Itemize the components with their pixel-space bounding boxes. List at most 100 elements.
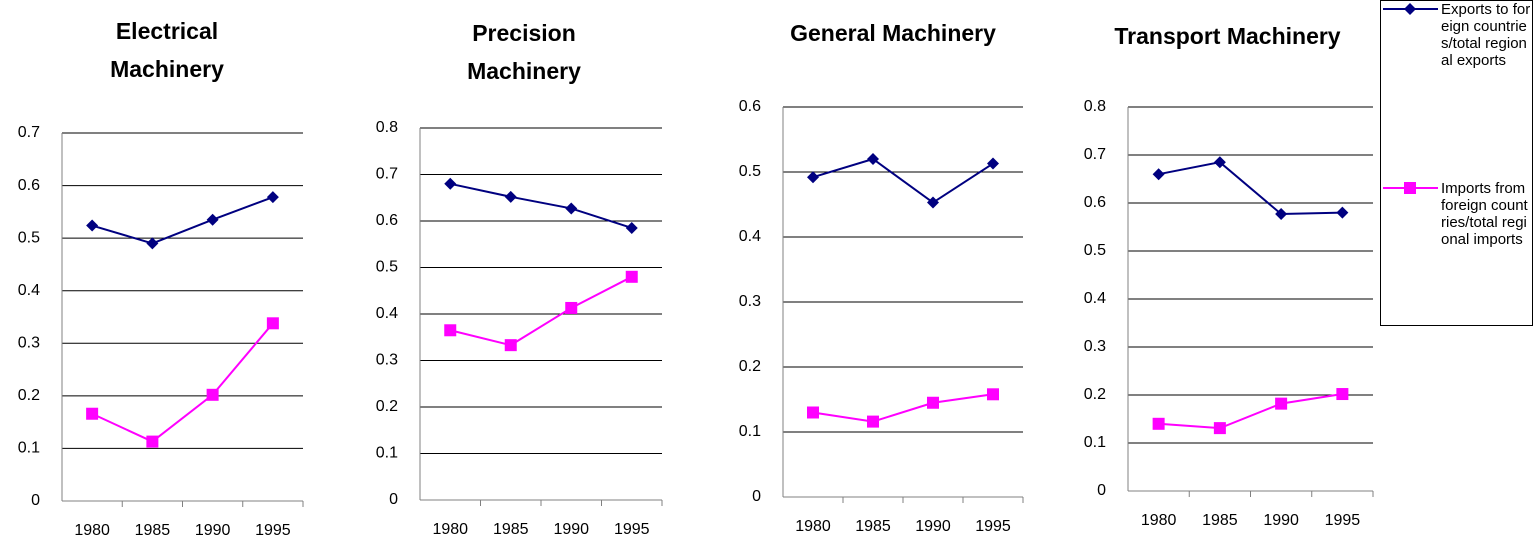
marker (1336, 206, 1349, 219)
marker (1275, 397, 1288, 410)
chart-title: Precision Machinery (467, 20, 581, 84)
y-tick-label: 0.5 (739, 163, 761, 180)
y-tick-label: 0.6 (1084, 194, 1106, 211)
y-tick-label: 0.1 (18, 440, 40, 457)
marker (266, 317, 279, 330)
y-tick-label: 0.3 (739, 293, 761, 310)
series-line (91, 322, 274, 443)
marker (565, 301, 578, 314)
marker (987, 388, 999, 401)
y-tick-label: 0.7 (18, 124, 40, 141)
x-tick-label: 1990 (553, 521, 589, 538)
chart-title: Transport Machinery (1114, 23, 1341, 49)
y-tick-label: 0.3 (18, 335, 40, 352)
x-tick-label: 1990 (195, 522, 231, 539)
marker (1213, 422, 1226, 435)
marker (867, 415, 879, 428)
x-tick-label: 1995 (975, 518, 1011, 535)
marker (625, 270, 638, 283)
marker (807, 171, 819, 184)
marker (1275, 208, 1288, 221)
x-tick-label: 1980 (74, 522, 110, 539)
x-tick-label: 1980 (1141, 512, 1177, 529)
y-tick-label: 0.6 (376, 212, 398, 229)
y-tick-label: 0.1 (1084, 434, 1106, 451)
legend-swatches (1383, 3, 1438, 194)
x-tick-label: 1990 (915, 518, 951, 535)
marker (504, 190, 517, 203)
x-tick-label: 1995 (255, 522, 291, 539)
series-line (1158, 393, 1343, 430)
y-tick-label: 0.4 (1084, 290, 1106, 307)
y-tick-label: 0.1 (739, 423, 761, 440)
series-line (1158, 161, 1343, 216)
marker (444, 177, 457, 190)
y-tick-label: 0.7 (376, 166, 398, 183)
series-line (91, 196, 274, 245)
y-tick-label: 0 (1097, 482, 1106, 499)
series-line (812, 393, 994, 423)
legend-label: Exports to foreign countries/total regio… (1441, 1, 1531, 69)
marker (206, 388, 219, 401)
marker (867, 153, 879, 165)
y-tick-label: 0.4 (376, 305, 398, 322)
marker (266, 191, 279, 204)
marker (206, 213, 219, 226)
marker (1336, 388, 1349, 401)
legend: Exports to foreign countries/total regio… (1380, 0, 1533, 326)
x-tick-label: 1985 (1202, 512, 1238, 529)
marker (927, 196, 939, 209)
y-tick-label: 0.4 (739, 228, 761, 245)
y-tick-label: 0.6 (739, 98, 761, 115)
y-tick-label: 0.1 (376, 445, 398, 462)
x-tick-label: 1990 (1263, 512, 1299, 529)
y-tick-label: 0.3 (1084, 338, 1106, 355)
series-line (450, 182, 633, 229)
marker (146, 237, 159, 250)
marker (1152, 417, 1165, 430)
y-tick-label: 0.5 (376, 259, 398, 276)
x-tick-label: 1980 (432, 521, 468, 538)
y-tick-label: 0.6 (18, 177, 40, 194)
marker (565, 202, 578, 215)
x-tick-label: 1980 (795, 518, 831, 535)
y-tick-label: 0.2 (739, 358, 761, 375)
y-tick-label: 0.2 (18, 387, 40, 404)
marker (1213, 156, 1226, 169)
series-line (450, 275, 633, 347)
y-tick-label: 0.5 (1084, 242, 1106, 259)
marker (807, 406, 819, 419)
chart-title: Electrical Machinery (110, 18, 224, 82)
y-tick-label: 0 (31, 492, 40, 509)
legend-marker (1404, 182, 1416, 194)
marker (86, 219, 99, 232)
y-tick-label: 0 (389, 491, 398, 508)
y-tick-label: 0.8 (1084, 98, 1106, 115)
y-tick-label: 0.4 (18, 282, 40, 299)
y-tick-label: 0.2 (376, 398, 398, 415)
marker (86, 407, 99, 420)
marker (146, 435, 159, 448)
marker (625, 221, 638, 234)
y-tick-label: 0 (752, 488, 761, 505)
y-tick-label: 0.7 (1084, 146, 1106, 163)
marker (444, 324, 457, 337)
y-tick-label: 0.3 (376, 352, 398, 369)
marker (927, 396, 939, 409)
x-tick-label: 1985 (493, 521, 529, 538)
chart-title: General Machinery (790, 20, 996, 46)
x-tick-label: 1985 (855, 518, 891, 535)
legend-label: Imports from foreign countries/total reg… (1441, 180, 1528, 248)
legend-marker (1404, 3, 1416, 15)
y-tick-label: 0.5 (18, 229, 40, 246)
x-tick-label: 1995 (614, 521, 650, 538)
marker (504, 339, 517, 352)
marker (987, 157, 999, 170)
y-tick-label: 0.8 (376, 119, 398, 136)
x-tick-label: 1985 (135, 522, 171, 539)
series-line (812, 157, 994, 204)
y-tick-label: 0.2 (1084, 386, 1106, 403)
x-tick-label: 1995 (1325, 512, 1361, 529)
